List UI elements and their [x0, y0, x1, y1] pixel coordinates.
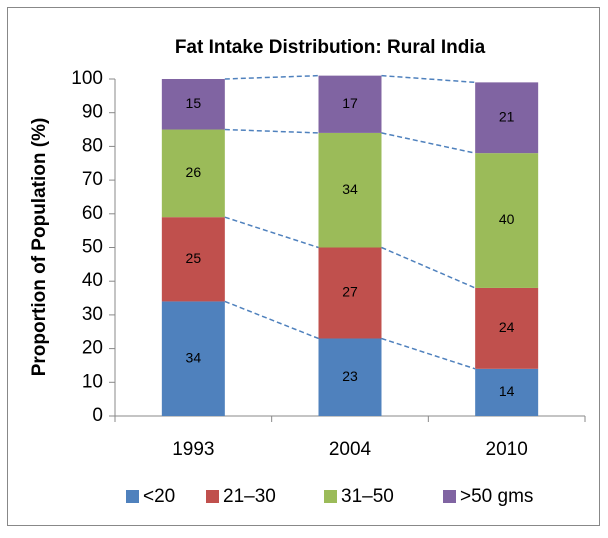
legend-swatch	[443, 490, 456, 503]
data-label: 26	[186, 164, 202, 180]
legend-label: >50 gms	[460, 486, 533, 507]
legend-label: 31–50	[341, 486, 394, 507]
y-tick-label: 100	[71, 68, 103, 89]
data-label: 40	[499, 211, 515, 227]
bar-segment	[475, 368, 539, 416]
y-tick-label: 20	[82, 338, 103, 359]
bar-segment	[475, 153, 539, 288]
y-tick-label: 30	[82, 304, 103, 325]
bar-segment	[318, 338, 382, 416]
connector	[224, 300, 319, 340]
y-tick-label: 80	[82, 135, 103, 156]
bar-segment	[318, 247, 382, 339]
x-tick-label: 1993	[172, 439, 214, 460]
data-label: 34	[342, 181, 358, 197]
chart-title: Fat Intake Distribution: Rural India	[175, 37, 486, 58]
bar-segment	[318, 75, 382, 133]
legend-swatch	[206, 490, 219, 503]
legend-label: 21–30	[223, 486, 276, 507]
bar-segment	[318, 132, 382, 248]
bar-segment	[475, 287, 539, 369]
y-axis-label: Proportion of Population (%)	[29, 118, 50, 377]
bar-segment	[161, 217, 225, 302]
connector	[381, 337, 476, 370]
data-label: 17	[342, 95, 358, 111]
bar-segment	[161, 301, 225, 416]
y-tick-label: 60	[82, 203, 103, 224]
legend-swatch	[126, 490, 139, 503]
bar-segment	[475, 82, 539, 154]
data-label: 21	[499, 108, 515, 124]
data-label: 14	[499, 383, 515, 399]
bar-segment	[161, 79, 225, 130]
data-label: 23	[342, 368, 358, 384]
connector	[381, 246, 476, 289]
y-tick-label: 90	[82, 102, 103, 123]
data-label: 34	[186, 349, 202, 365]
y-tick-label: 10	[82, 371, 103, 392]
bar-segment	[161, 129, 225, 218]
data-label: 24	[499, 319, 515, 335]
legend-swatch	[324, 490, 337, 503]
x-tick-label: 2010	[486, 439, 528, 460]
connector	[224, 216, 319, 249]
legend-label: <20	[143, 486, 175, 507]
data-label: 27	[342, 284, 358, 300]
y-tick-label: 50	[82, 237, 103, 258]
data-label: 15	[186, 95, 202, 111]
x-tick-label: 2004	[329, 439, 372, 460]
y-tick-label: 0	[92, 405, 103, 426]
y-tick-label: 70	[82, 169, 103, 190]
data-label: 25	[186, 250, 202, 266]
y-tick-label: 40	[82, 270, 103, 291]
